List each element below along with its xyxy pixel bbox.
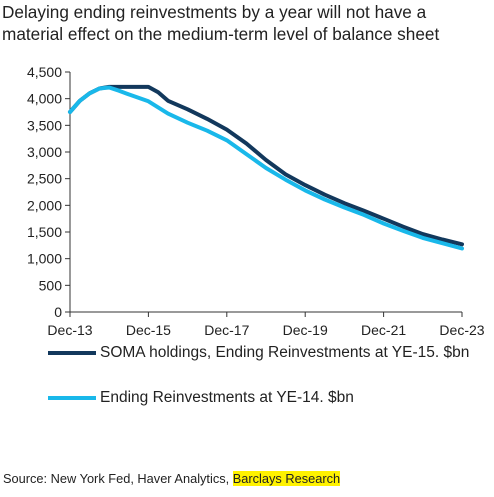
x-tick-label: Dec-23	[439, 322, 484, 338]
x-tick-label: Dec-13	[47, 322, 92, 338]
y-tick-label: 1,500	[27, 224, 62, 240]
x-tick-label: Dec-19	[283, 322, 328, 338]
source-highlight: Barclays Research	[232, 471, 341, 486]
y-tick-label: 3,000	[27, 144, 62, 160]
legend-label-ye14: Ending Reinvestments at YE-14. $bn	[100, 389, 354, 406]
x-tick-label: Dec-21	[361, 322, 406, 338]
chart-title-line-2: material effect on the medium-term level…	[2, 24, 440, 44]
legend-item-ye14: Ending Reinvestments at YE-14. $bn	[48, 387, 354, 409]
x-tick-label: Dec-15	[126, 322, 171, 338]
y-tick-label: 1,000	[27, 251, 62, 267]
y-tick-label: 4,000	[27, 91, 62, 107]
series-line-ye14	[68, 85, 464, 251]
legend-label-soma-ye15: SOMA holdings, Ending Reinvestments at Y…	[100, 344, 470, 361]
legend-swatch-light	[48, 396, 96, 400]
line-chart: 0 500 1,000 1,500 2,000 2,500 3,000 3,500 4,000 4…	[27, 64, 485, 338]
y-tick-label: 4,500	[27, 64, 62, 80]
y-tick-label: 3,500	[27, 117, 62, 133]
legend-swatch-dark	[48, 351, 96, 355]
x-tick-label: Dec-17	[204, 322, 249, 338]
y-tick-label: 2,000	[27, 197, 62, 213]
y-tick-label: 500	[39, 277, 63, 293]
source-prefix: Source: New York Fed, Haver Analytics,	[3, 471, 233, 486]
chart-title: Delaying ending reinvestments by a year …	[2, 1, 490, 45]
legend-item-soma-ye15: SOMA holdings, Ending Reinvestments at Y…	[48, 342, 469, 364]
source-note: Source: New York Fed, Haver Analytics, B…	[3, 471, 341, 486]
chart-title-line-1: Delaying ending reinvestments by a year …	[2, 2, 427, 22]
y-tick-label: 2,500	[27, 171, 62, 187]
y-tick-label: 0	[54, 304, 62, 320]
